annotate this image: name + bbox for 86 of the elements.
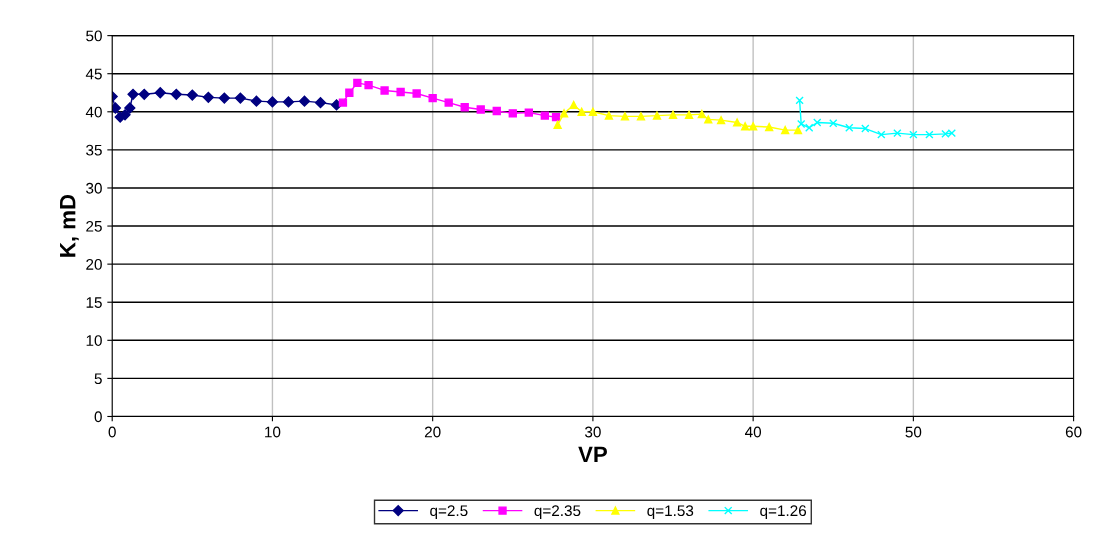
point	[620, 112, 630, 121]
point	[266, 96, 279, 108]
point	[345, 88, 354, 97]
point	[805, 123, 814, 132]
point	[186, 89, 198, 101]
legend-label: q=2.35	[534, 505, 581, 520]
point	[380, 86, 389, 95]
legend-label: q=2.5	[430, 505, 468, 520]
x-tick-label: 0	[108, 426, 116, 438]
x-tick-label: 50	[905, 426, 922, 438]
point	[797, 119, 806, 129]
y-tick-label: 15	[86, 297, 102, 308]
point	[861, 124, 870, 133]
point	[697, 109, 707, 119]
point	[551, 112, 561, 122]
y-tick-label: 20	[86, 259, 102, 270]
y-tick-label: 50	[86, 30, 102, 42]
legend-label: q=1.53	[647, 505, 694, 520]
point	[829, 119, 838, 128]
point	[845, 123, 854, 132]
point	[396, 87, 405, 97]
point	[250, 95, 263, 107]
y-tick-label: 40	[85, 106, 102, 118]
y-tick-label: 30	[86, 182, 102, 194]
point	[569, 100, 578, 110]
point	[127, 88, 139, 100]
point	[314, 97, 327, 109]
point	[112, 102, 122, 114]
point	[604, 111, 614, 120]
y-axis-title: K, mD	[60, 194, 79, 257]
point	[492, 106, 501, 116]
y-tick-label: 35	[86, 144, 102, 156]
point	[877, 130, 886, 139]
point	[298, 95, 311, 107]
y-tick-label: 0	[94, 411, 102, 423]
point	[813, 118, 822, 127]
point	[540, 111, 549, 120]
point	[909, 130, 918, 139]
x-tick-label: 20	[424, 426, 441, 438]
x-tick-label: 10	[265, 426, 281, 438]
point	[234, 92, 246, 104]
point	[364, 80, 373, 90]
point	[138, 88, 150, 100]
point	[218, 92, 230, 104]
legend-label: q=1.26	[760, 505, 807, 520]
point	[154, 87, 166, 99]
point	[704, 115, 713, 124]
y-tick-label: 45	[85, 68, 102, 80]
point	[781, 125, 790, 135]
point	[577, 107, 586, 116]
point	[170, 88, 182, 100]
point	[793, 125, 803, 135]
point	[636, 112, 646, 121]
y-tick-label: 25	[86, 220, 102, 232]
point	[764, 122, 774, 132]
point	[412, 89, 421, 98]
point	[588, 107, 598, 116]
x-tick-label: 40	[744, 426, 762, 438]
x-tick-label: 30	[584, 426, 601, 438]
point	[748, 122, 758, 131]
x-axis-title: VP	[578, 446, 607, 463]
point	[428, 93, 437, 103]
point	[353, 78, 362, 88]
point	[668, 110, 678, 120]
point	[338, 98, 348, 107]
point	[553, 120, 562, 129]
point	[652, 111, 662, 120]
point	[124, 102, 136, 114]
point	[508, 109, 517, 118]
point	[476, 105, 485, 114]
point	[524, 108, 533, 117]
point	[893, 128, 902, 138]
point	[559, 109, 569, 118]
point	[925, 130, 934, 139]
point	[282, 96, 295, 108]
y-tick-label: 5	[94, 373, 102, 385]
point	[740, 122, 750, 131]
point	[460, 103, 469, 112]
point	[684, 110, 694, 120]
point	[444, 98, 453, 107]
point	[795, 96, 804, 105]
point	[716, 116, 726, 125]
x-tick-label: 60	[1065, 426, 1082, 438]
y-tick-label: 10	[86, 335, 102, 346]
point	[202, 91, 214, 103]
point	[732, 118, 742, 127]
